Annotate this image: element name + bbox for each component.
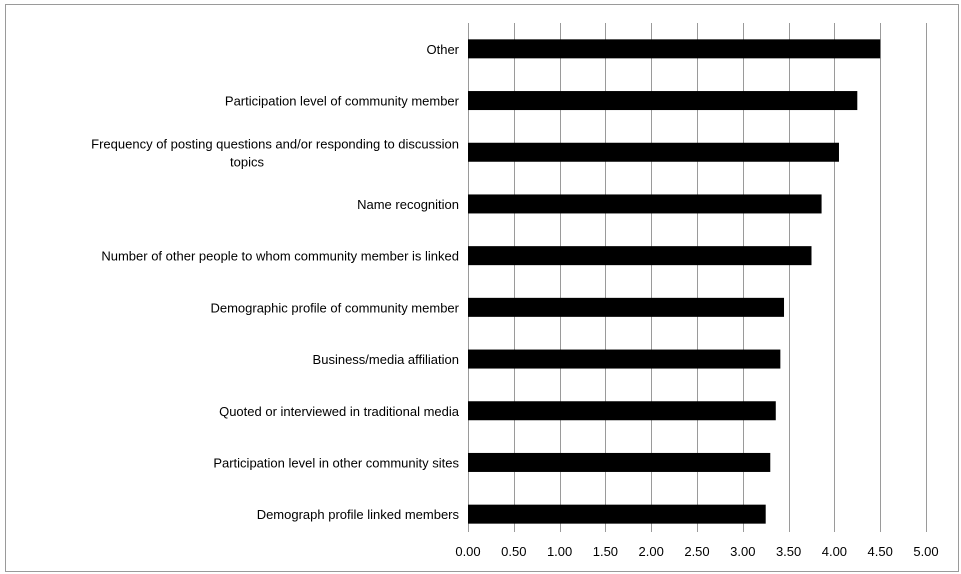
x-tick-label: 0.50 bbox=[501, 544, 526, 559]
x-tick-label: 4.50 bbox=[868, 544, 893, 559]
x-tick-label: 4.00 bbox=[822, 544, 847, 559]
category-label: Quoted or interviewed in traditional med… bbox=[219, 404, 460, 419]
x-tick-label: 3.50 bbox=[776, 544, 801, 559]
bar-5 bbox=[468, 297, 785, 317]
x-tick-label: 1.00 bbox=[547, 544, 572, 559]
bar-7 bbox=[468, 401, 776, 421]
category-label-layer: Other Participation level of community me… bbox=[91, 42, 460, 522]
category-label: Number of other people to whom community… bbox=[101, 249, 459, 264]
bar-chart: Other Participation level of community me… bbox=[91, 23, 939, 559]
bar-9 bbox=[468, 504, 766, 524]
bar-0 bbox=[468, 39, 881, 59]
category-label: Demograph profile linked members bbox=[257, 507, 460, 522]
bar-3 bbox=[468, 194, 822, 214]
bar-2 bbox=[468, 142, 839, 162]
bar-6 bbox=[468, 349, 781, 369]
category-label: Business/media affiliation bbox=[313, 352, 459, 367]
category-label: Name recognition bbox=[357, 197, 459, 212]
category-label: Participation level in other community s… bbox=[213, 455, 459, 470]
x-tick-label: 2.00 bbox=[639, 544, 664, 559]
category-label: Other bbox=[426, 42, 459, 57]
bar-layer bbox=[468, 39, 881, 524]
bar-4 bbox=[468, 246, 812, 266]
x-tick-label: 5.00 bbox=[913, 544, 938, 559]
category-label: Participation level of community member bbox=[225, 94, 460, 109]
x-tick-label: 0.00 bbox=[455, 544, 480, 559]
category-label: Demographic profile of community member bbox=[210, 300, 459, 315]
bar-8 bbox=[468, 452, 771, 472]
bar-1 bbox=[468, 91, 858, 111]
x-tick-label: 2.50 bbox=[684, 544, 709, 559]
x-tick-label: 3.00 bbox=[730, 544, 755, 559]
category-label: Frequency of posting questions and/or re… bbox=[91, 136, 459, 169]
x-tick-label: 1.50 bbox=[593, 544, 618, 559]
x-tick-layer: 0.00 0.50 1.00 1.50 2.00 2.50 3.00 3.50 4.00 4.50… bbox=[455, 544, 938, 559]
chart-frame: Other Participation level of community me… bbox=[5, 4, 959, 572]
